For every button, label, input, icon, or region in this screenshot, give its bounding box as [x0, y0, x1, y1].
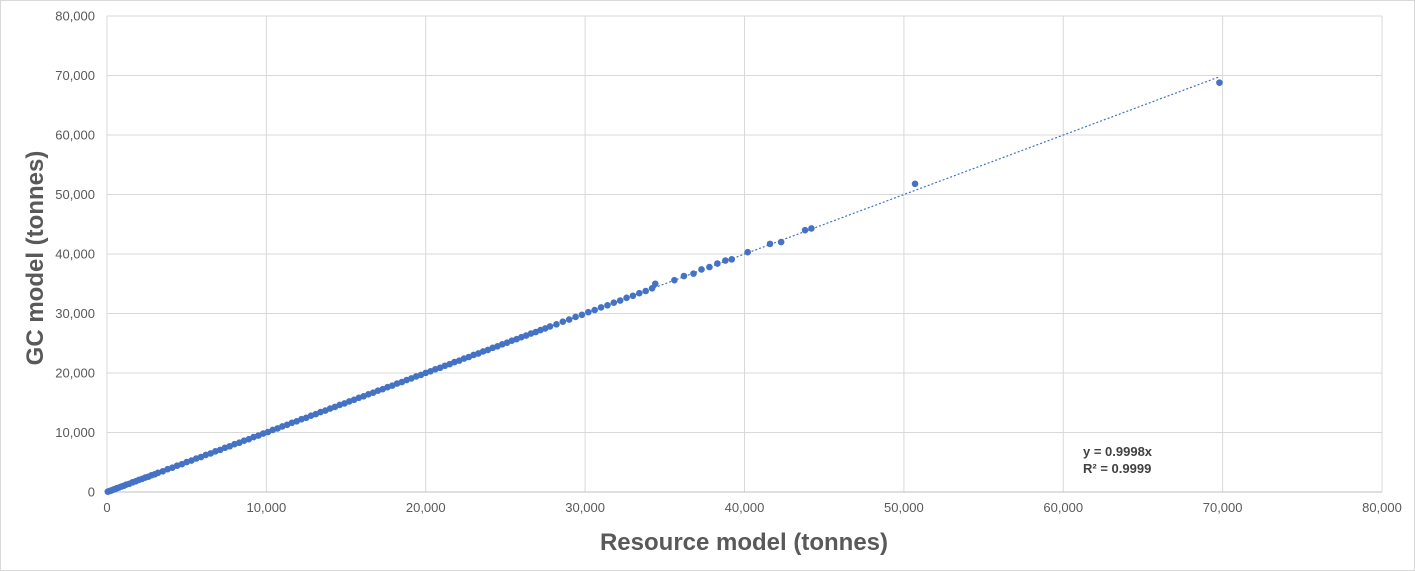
data-point [585, 308, 592, 316]
data-point [651, 280, 659, 288]
y-tick-label: 50,000 [55, 187, 95, 202]
data-point [911, 180, 919, 188]
y-tick-label: 10,000 [55, 425, 95, 440]
data-point [714, 260, 721, 267]
data-point [648, 285, 656, 292]
y-tick-label: 40,000 [55, 247, 95, 262]
data-point [616, 297, 624, 304]
x-tick-label: 10,000 [246, 500, 286, 515]
data-point [744, 248, 751, 256]
data-point [766, 240, 774, 248]
data-point [671, 276, 678, 284]
trendline-equation: y = 0.9998x [1083, 444, 1153, 459]
data-point [591, 306, 598, 314]
y-tick-label: 70,000 [55, 68, 95, 83]
y-tick-label: 20,000 [55, 366, 95, 381]
data-point [572, 313, 579, 321]
data-point [722, 257, 729, 264]
data-point [623, 294, 630, 302]
x-tick-label: 80,000 [1362, 500, 1402, 515]
data-point [629, 292, 637, 300]
y-tick-label: 0 [88, 485, 95, 500]
data-point [553, 321, 560, 328]
data-point [546, 323, 554, 330]
data-point [680, 272, 688, 280]
x-tick-label: 40,000 [725, 500, 765, 515]
data-point [1216, 79, 1223, 86]
x-tick-label: 0 [103, 500, 110, 515]
x-axis-title: Resource model (tonnes) [600, 529, 888, 556]
data-point [777, 238, 785, 246]
trendline-r-squared: R² = 0.9999 [1083, 461, 1151, 476]
data-point [801, 226, 809, 234]
data-points [104, 79, 1223, 495]
x-tick-label: 50,000 [884, 500, 924, 515]
data-point [698, 266, 705, 273]
data-point [610, 299, 618, 306]
data-point [559, 318, 567, 326]
tick-labels: 0 10,000 20,000 30,000 40,000 50,000 60,000 70,… [55, 9, 1402, 516]
y-tick-label: 60,000 [55, 128, 95, 143]
x-tick-label: 20,000 [406, 500, 446, 515]
data-point [604, 301, 611, 309]
data-point [808, 225, 815, 232]
data-point [728, 256, 736, 263]
y-tick-label: 30,000 [55, 306, 95, 321]
x-tick-label: 30,000 [565, 500, 605, 515]
data-point [636, 289, 643, 297]
y-axis-title: GC model (tonnes) [22, 151, 49, 366]
data-point [578, 311, 586, 319]
x-tick-label: 70,000 [1203, 500, 1243, 515]
data-point [690, 270, 697, 277]
data-point [642, 287, 649, 295]
data-point [565, 316, 573, 323]
data-point [706, 263, 713, 271]
data-point [597, 304, 605, 311]
y-tick-label: 80,000 [55, 9, 95, 24]
x-tick-label: 60,000 [1043, 500, 1083, 515]
